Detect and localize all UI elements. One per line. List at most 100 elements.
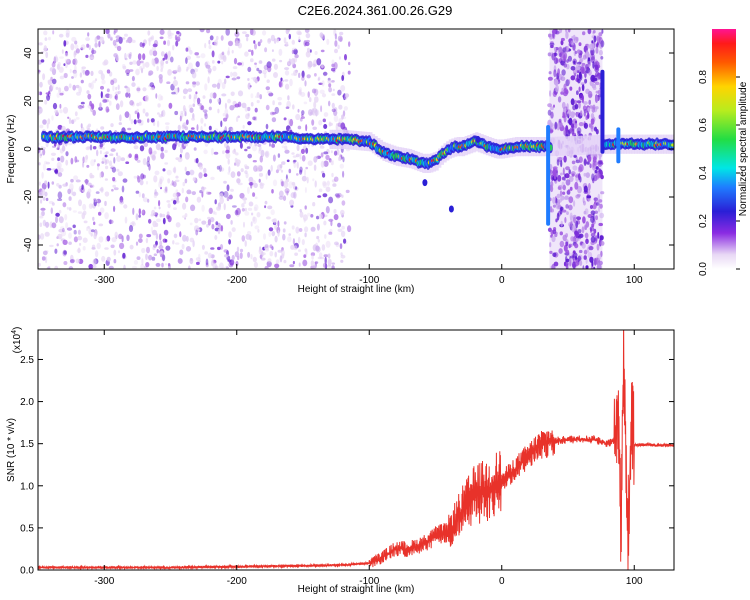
- spectrogram-noise-cell: [145, 181, 149, 185]
- spectrogram-noise-cell: [47, 79, 52, 83]
- spectrogram-noise-cell: [583, 185, 588, 193]
- spectrogram-noise-cell: [589, 205, 594, 209]
- spectrogram-noise-cell: [122, 65, 127, 70]
- spectrogram-noise-cell: [143, 142, 149, 148]
- spectrogram-noise-cell: [584, 232, 589, 239]
- spectrogram-noise-cell: [100, 85, 104, 90]
- spectrogram-noise-cell: [286, 190, 289, 196]
- spectrogram-noise-cell: [201, 204, 205, 212]
- spectrogram-noise-cell: [136, 108, 139, 113]
- spectrogram-noise-cell: [277, 153, 281, 158]
- spectrogram-noise-cell: [584, 78, 588, 84]
- spectrogram-noise-cell: [588, 99, 591, 105]
- spectrogram-noise-cell: [305, 33, 311, 39]
- spectrogram-noise-cell: [209, 207, 213, 214]
- spectrogram-x-tick-label: 100: [626, 275, 643, 286]
- spectrogram-noise-cell: [276, 38, 279, 43]
- spectrogram-noise-cell: [58, 228, 64, 233]
- spectrogram-noise-cell: [557, 186, 562, 190]
- spectrogram-noise-cell: [249, 85, 252, 88]
- spectrogram-noise-cell: [172, 192, 178, 198]
- spectrogram-noise-cell: [43, 30, 48, 36]
- spectrogram-noise-cell: [334, 48, 338, 54]
- spectrogram-noise-cell: [578, 249, 583, 254]
- spectrogram-noise-cell: [328, 218, 334, 222]
- spectrogram-noise-cell: [325, 240, 331, 248]
- spectrogram-noise-cell: [45, 221, 50, 228]
- colorbar-gradient: [712, 29, 736, 269]
- spectrogram-noise-cell: [204, 251, 209, 255]
- spectrogram-noise-cell: [191, 71, 197, 79]
- spectrogram-noise-cell: [195, 229, 199, 236]
- spectrogram-noise-cell: [574, 243, 579, 249]
- spectrogram-noise-cell: [569, 259, 572, 267]
- spectrogram-noise-cell: [142, 197, 149, 203]
- spectrogram-noise-cell: [322, 262, 327, 268]
- spectrogram-noise-cell: [158, 181, 162, 189]
- spectrogram-noise-cell: [331, 59, 335, 65]
- spectrogram-noise-cell: [248, 182, 254, 186]
- spectrogram-noise-cell: [225, 149, 230, 154]
- spectrogram-noise-cell: [115, 86, 118, 91]
- spectrogram-noise-cell: [120, 157, 126, 162]
- spectrogram-noise-cell: [148, 163, 151, 171]
- spectrogram-noise-cell: [190, 127, 195, 130]
- spectrogram-noise-cell: [171, 91, 176, 95]
- spectrogram-noise-cell: [61, 125, 66, 133]
- spectrogram-noise-cell: [185, 171, 191, 176]
- spectrogram-noise-cell: [578, 122, 584, 127]
- spectrogram-noise-cell: [588, 183, 591, 191]
- spectrogram-noise-cell: [264, 244, 269, 249]
- spectrogram-noise-cell: [328, 87, 332, 93]
- spectrogram-noise-cell: [40, 233, 45, 240]
- spectrogram-noise-cell: [90, 229, 95, 233]
- spectrogram-noise-cell: [221, 82, 226, 90]
- spectrogram-noise-cell: [94, 250, 99, 258]
- spectrogram-noise-cell: [162, 168, 166, 172]
- spectrogram-noise-cell: [125, 161, 130, 164]
- spectrogram-noise-cell: [271, 112, 277, 115]
- spectrogram-noise-cell: [200, 117, 204, 124]
- spectrogram-noise-cell: [259, 94, 263, 100]
- spectrogram-noise-cell: [310, 226, 316, 232]
- spectrogram-noise-cell: [254, 225, 260, 230]
- spectrogram-noise-cell: [222, 150, 225, 155]
- spectrogram-noise-cell: [91, 49, 97, 55]
- spectrogram-noise-cell: [124, 85, 128, 89]
- spectrogram-noise-cell: [562, 234, 567, 241]
- spectrogram-noise-cell: [100, 91, 103, 99]
- spectrogram-noise-cell: [85, 37, 90, 42]
- spectrogram-noise-cell: [247, 231, 252, 235]
- spectrogram-noise-cell: [93, 232, 97, 240]
- colorbar-ticks: 0.00.20.40.60.8: [698, 70, 740, 276]
- spectrogram-noise-cell: [189, 258, 194, 265]
- spectrogram-noise-cell: [124, 216, 128, 224]
- spectrogram-noise-cell: [67, 142, 73, 146]
- spectrogram-noise-cell: [308, 97, 312, 103]
- spectrogram-noise-cell: [560, 40, 564, 46]
- spectrogram-noise-cell: [139, 66, 143, 71]
- spectrogram-noise-cell: [38, 234, 41, 240]
- spectrogram-noise-cell: [242, 124, 245, 129]
- spectrogram-noise-cell: [112, 184, 116, 188]
- spectrogram-noise-cell: [82, 161, 85, 168]
- spectrogram-noise-cell: [583, 122, 589, 129]
- spectrogram-noise-cell: [570, 215, 574, 223]
- spectrogram-noise-cell: [177, 64, 181, 73]
- spectrogram-noise-cell: [278, 190, 284, 198]
- spectrogram-noise-cell: [339, 163, 344, 169]
- spectrogram-noise-cell: [271, 189, 274, 194]
- snr-x-tick-label: -300: [94, 576, 114, 587]
- spectrogram-noise-cell: [334, 241, 339, 246]
- spectrogram-noise-cell: [187, 265, 191, 269]
- spectrogram-noise-cell: [66, 206, 69, 210]
- spectrogram-noise-cell: [274, 235, 278, 243]
- spectrogram-noise-cell: [95, 191, 100, 194]
- spectrogram-noise-cell: [41, 188, 46, 196]
- spectrogram-noise-cell: [204, 42, 207, 49]
- spectrogram-noise-cell: [277, 230, 280, 237]
- spectrogram-noise-cell: [196, 196, 202, 203]
- spectrogram-noise-cell: [293, 245, 298, 251]
- spectrogram-noise-cell: [164, 122, 170, 125]
- spectrogram-noise-cell: [218, 164, 222, 172]
